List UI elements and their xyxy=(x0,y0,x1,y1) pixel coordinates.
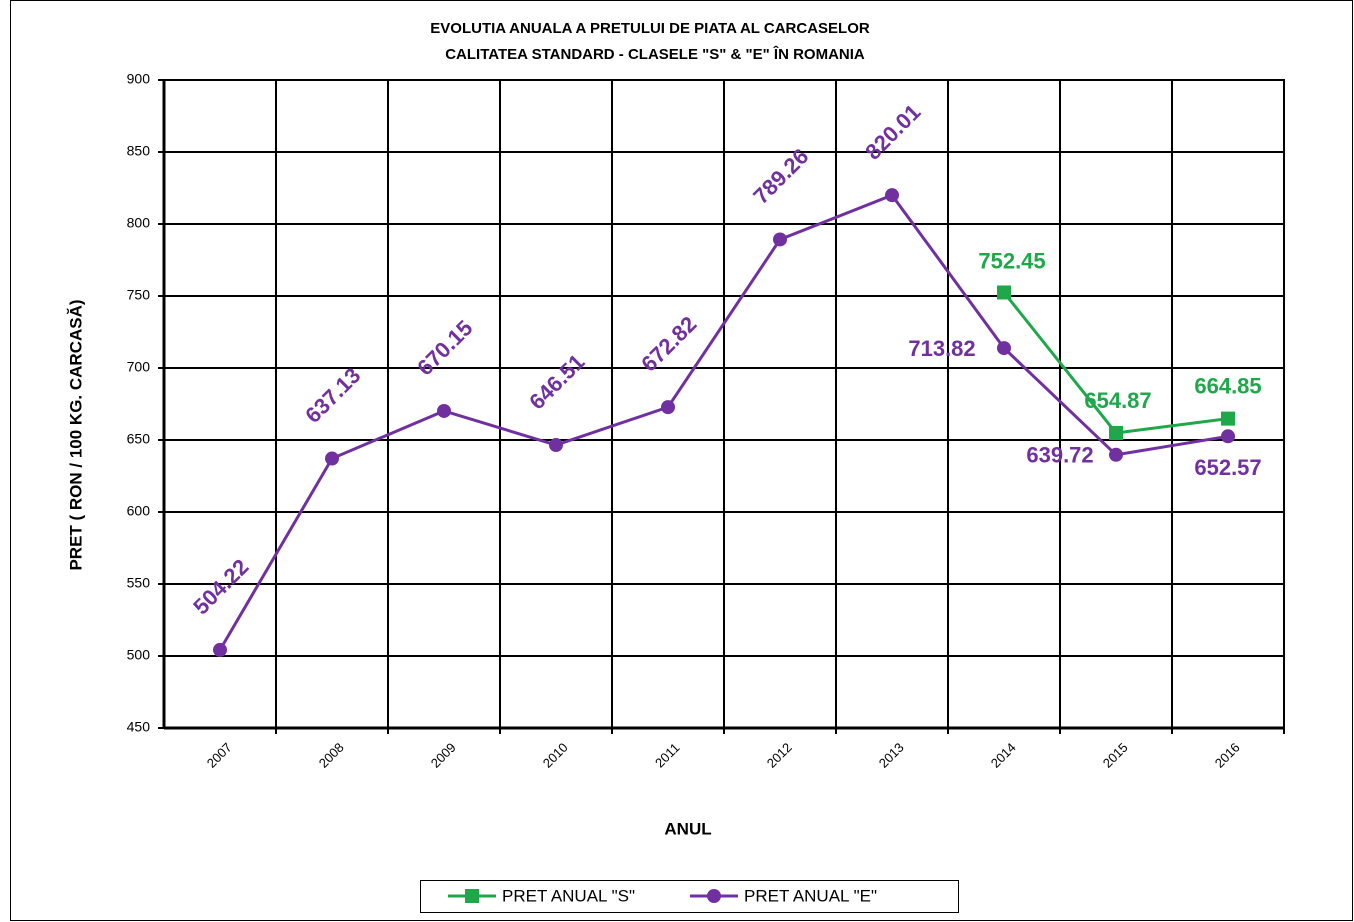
marker xyxy=(325,451,339,466)
y-tick-label: 750 xyxy=(127,287,151,303)
y-tick-label: 650 xyxy=(127,431,151,447)
y-tick-label: 550 xyxy=(127,575,151,591)
legend-marker xyxy=(465,889,479,903)
legend-label: PRET ANUAL "S" xyxy=(502,886,635,905)
chart-frame xyxy=(10,0,1353,921)
marker xyxy=(1221,411,1235,426)
legend: PRET ANUAL "S" PRET ANUAL "E" xyxy=(420,880,959,913)
y-tick-label: 600 xyxy=(127,503,151,519)
y-tick-label: 900 xyxy=(127,71,151,87)
marker xyxy=(773,232,787,247)
marker xyxy=(1109,447,1123,462)
x-axis-title: ANUL xyxy=(664,819,711,838)
y-tick-label: 500 xyxy=(127,647,151,663)
y-tick-label: 700 xyxy=(127,359,151,375)
legend-box xyxy=(420,880,959,913)
marker xyxy=(549,438,563,453)
data-label: 652.57 xyxy=(1194,455,1261,480)
data-label: 654.87 xyxy=(1084,388,1151,413)
y-tick-label: 450 xyxy=(127,719,151,735)
marker xyxy=(213,642,227,657)
data-label: 639.72 xyxy=(1026,443,1093,468)
marker xyxy=(997,285,1011,300)
y-axis-title: PRET ( RON / 100 KG. CARCASĂ) xyxy=(66,299,85,570)
data-label: 664.85 xyxy=(1194,373,1261,398)
chart-title: EVOLUTIA ANUALA A PRETULUI DE PIATA AL C… xyxy=(430,20,870,37)
marker xyxy=(437,403,451,418)
legend-label: PRET ANUAL "E" xyxy=(744,886,877,905)
data-label: 713.82 xyxy=(908,336,975,361)
series-line xyxy=(218,193,1229,651)
marker xyxy=(885,188,899,203)
data-label: 752.45 xyxy=(978,248,1045,273)
marker xyxy=(661,400,675,415)
y-tick-label: 850 xyxy=(127,143,151,159)
marker xyxy=(1109,425,1123,440)
legend-marker xyxy=(707,889,721,903)
marker xyxy=(1221,429,1235,444)
y-tick-label: 800 xyxy=(127,215,151,231)
chart-title: CALITATEA STANDARD - CLASELE "S" & "E" Î… xyxy=(445,45,865,63)
marker xyxy=(997,341,1011,356)
